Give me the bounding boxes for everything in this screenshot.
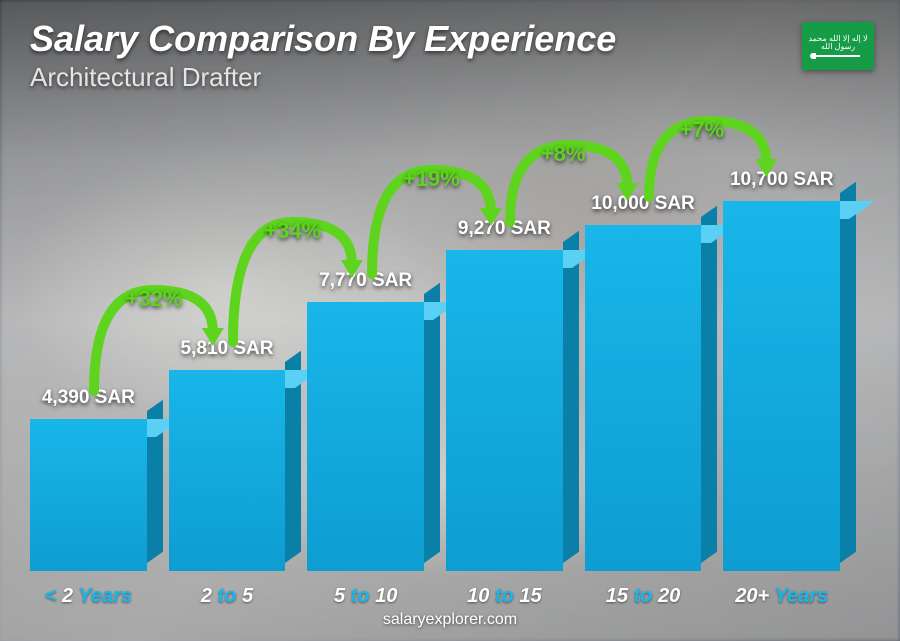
bar-chart: 4,390 SAR< 2 Years5,810 SAR2 to 57,770 S… — [30, 120, 840, 571]
bar-x-label: 5 to 10 — [334, 585, 397, 608]
infographic-container: Salary Comparison By Experience Architec… — [0, 0, 900, 641]
page-subtitle: Architectural Drafter — [30, 62, 616, 93]
bar-front-face — [723, 201, 840, 571]
bar-side-face — [701, 206, 717, 563]
bar-front-face — [30, 419, 147, 571]
bar-x-label: 2 to 5 — [201, 585, 253, 608]
increase-percent-label: +19% — [403, 166, 460, 192]
flag-script-icon: رسول الله — [821, 43, 855, 51]
bar-front-face — [169, 370, 286, 571]
bar-side-face — [424, 283, 440, 563]
page-title: Salary Comparison By Experience — [30, 18, 616, 60]
bar-side-face — [563, 231, 579, 563]
bar-x-label: 15 to 20 — [606, 585, 681, 608]
bar-value-label: 4,390 SAR — [42, 387, 135, 409]
bar-value-label: 10,700 SAR — [730, 169, 834, 191]
bar-x-label: 20+ Years — [735, 585, 828, 608]
title-block: Salary Comparison By Experience Architec… — [30, 18, 616, 93]
bar-front-face — [307, 302, 424, 571]
bar-front-face — [446, 250, 563, 571]
bar-value-label: 7,770 SAR — [319, 270, 412, 292]
bar-value-label: 9,270 SAR — [458, 218, 551, 240]
footer-source: salaryexplorer.com — [0, 611, 900, 629]
bar-value-label: 5,810 SAR — [181, 338, 274, 360]
bar-slot: 7,770 SAR5 to 10 — [307, 270, 424, 571]
increase-percent-label: +8% — [541, 141, 586, 167]
bar-slot: 10,000 SAR15 to 20 — [585, 193, 702, 571]
increase-percent-label: +7% — [680, 117, 725, 143]
bar-3d — [169, 370, 286, 571]
bar-slot: 4,390 SAR< 2 Years — [30, 387, 147, 571]
bar-x-label: 10 to 15 — [467, 585, 542, 608]
bar-3d — [307, 302, 424, 571]
bar-3d — [585, 225, 702, 571]
country-flag: لا إله إلا الله محمد رسول الله — [802, 22, 874, 70]
bar-front-face — [585, 225, 702, 571]
bar-slot: 10,700 SAR20+ Years — [723, 169, 840, 571]
increase-percent-label: +34% — [264, 218, 321, 244]
bar-value-label: 10,000 SAR — [591, 193, 695, 215]
bar-slot: 9,270 SAR10 to 15 — [446, 218, 563, 571]
bar-3d — [723, 201, 840, 571]
increase-percent-label: +32% — [126, 286, 183, 312]
bar-3d — [30, 419, 147, 571]
bar-3d — [446, 250, 563, 571]
bar-slot: 5,810 SAR2 to 5 — [169, 338, 286, 571]
bar-side-face — [840, 182, 856, 563]
bar-x-label: < 2 Years — [45, 585, 132, 608]
flag-sword-icon — [816, 55, 860, 57]
